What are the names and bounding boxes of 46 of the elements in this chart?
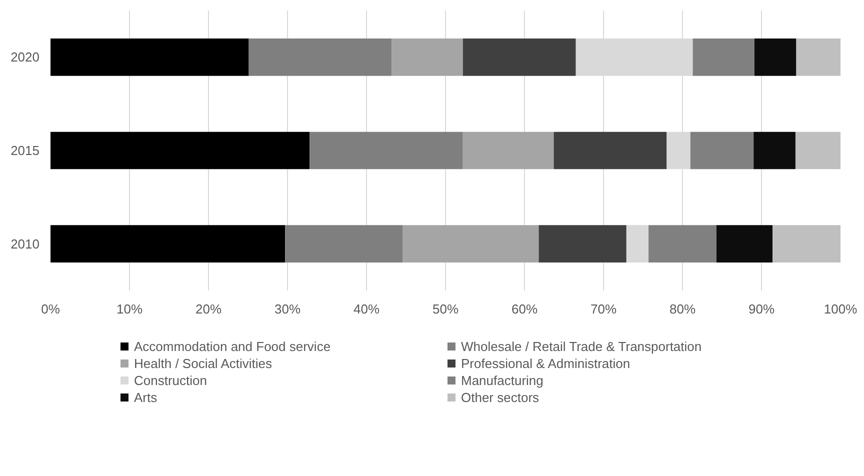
bar: [754, 38, 796, 76]
x-tick-label: 70%: [590, 302, 617, 316]
bar: [772, 225, 840, 262]
x-tick-label: 0%: [41, 302, 60, 316]
x-tick-label: 60%: [511, 302, 538, 316]
bar: [538, 225, 626, 262]
x-tick-label: 30%: [274, 302, 301, 316]
x-tick-label: 90%: [748, 302, 775, 316]
bar: [576, 38, 693, 76]
bar: [648, 225, 716, 262]
legend-label: Accommodation and Food service: [134, 338, 332, 354]
bar: [626, 225, 649, 262]
bar: [392, 38, 463, 76]
bar: [692, 38, 754, 76]
legend-label: Other sectors: [461, 390, 540, 404]
x-tick-label: 10%: [116, 302, 143, 316]
legend-label: Wholesale / Retail Trade & Transportation: [461, 338, 703, 354]
bar: [795, 132, 840, 170]
bar: [462, 132, 554, 170]
y-tick-label: 2015: [10, 143, 40, 158]
bar: [716, 225, 773, 262]
legend-label: Manufacturing: [461, 372, 544, 388]
bar: [402, 225, 539, 262]
legend-label: Construction: [134, 372, 208, 388]
bar: [666, 132, 690, 170]
bar: [50, 132, 310, 170]
bar: [50, 225, 286, 262]
bar: [796, 38, 840, 76]
bar: [285, 225, 403, 262]
x-tick-label: 100%: [824, 302, 858, 316]
x-tick-label: 50%: [432, 302, 459, 316]
bar: [754, 132, 796, 170]
y-tick-label: 2010: [10, 236, 40, 252]
bar: [690, 132, 754, 170]
bar: [462, 38, 576, 76]
x-tick-label: 20%: [195, 302, 222, 316]
legend-label: Health / Social Activities: [134, 356, 274, 370]
y-tick-label: 2020: [10, 50, 40, 65]
legend-label: Arts: [134, 390, 158, 404]
bar: [310, 132, 463, 170]
bar: [554, 132, 667, 170]
x-tick-label: 40%: [353, 302, 380, 316]
legend-label: Professional & Administration: [461, 356, 632, 370]
x-tick-label: 80%: [669, 302, 696, 316]
bar: [50, 38, 249, 76]
bar: [248, 38, 392, 76]
